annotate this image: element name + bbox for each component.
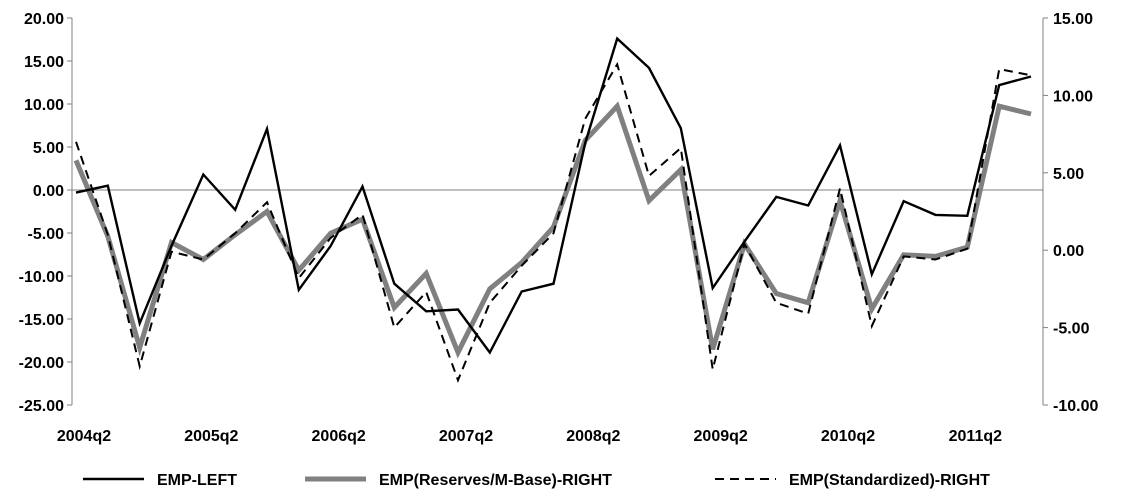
right-tick-label: 0.00 bbox=[1053, 243, 1084, 260]
x-tick-label: 2011q2 bbox=[949, 428, 1002, 445]
right-tick-label: -10.00 bbox=[1053, 398, 1098, 415]
legend: EMP-LEFT EMP(Reserves/M-Base)-RIGHT EMP(St… bbox=[83, 472, 990, 489]
x-tick-label: 2010q2 bbox=[821, 428, 875, 445]
right-tick-label: 5.00 bbox=[1053, 166, 1084, 183]
left-tick-label: 10.00 bbox=[24, 97, 64, 114]
legend-label: EMP(Reserves/M-Base)-RIGHT bbox=[379, 472, 612, 489]
axes: 20.00 15.00 10.00 5.00 0.00 -5.00 -10.00 -15.00… bbox=[19, 11, 1099, 445]
x-tick-label: 2004q2 bbox=[57, 428, 111, 445]
series-line-3 bbox=[75, 61, 1032, 383]
x-tick-label: 2008q2 bbox=[566, 428, 620, 445]
right-tick-label: 10.00 bbox=[1053, 88, 1093, 105]
left-tick-label: 20.00 bbox=[24, 11, 64, 28]
left-tick-label: -5.00 bbox=[28, 226, 65, 243]
series-line-2 bbox=[73, 101, 1032, 359]
right-tick-label: -5.00 bbox=[1053, 321, 1090, 338]
x-tick-label: 2007q2 bbox=[439, 428, 493, 445]
x-tick-label: 2005q2 bbox=[184, 428, 238, 445]
left-tick-label: 15.00 bbox=[24, 54, 64, 71]
left-tick-label: -20.00 bbox=[19, 355, 64, 372]
left-tick-label: 0.00 bbox=[33, 183, 64, 200]
right-tick-label: 15.00 bbox=[1053, 11, 1093, 28]
series-line-1 bbox=[75, 36, 1032, 355]
x-tick-label: 2009q2 bbox=[694, 428, 748, 445]
left-tick-label: 5.00 bbox=[33, 140, 64, 157]
left-tick-label: -10.00 bbox=[19, 269, 64, 286]
left-tick-label: -25.00 bbox=[19, 398, 64, 415]
legend-label: EMP-LEFT bbox=[157, 472, 237, 489]
series-lines bbox=[73, 36, 1032, 383]
left-tick-label: -15.00 bbox=[19, 312, 64, 329]
x-tick-label: 2006q2 bbox=[312, 428, 366, 445]
legend-label: EMP(Standardized)-RIGHT bbox=[789, 472, 990, 489]
